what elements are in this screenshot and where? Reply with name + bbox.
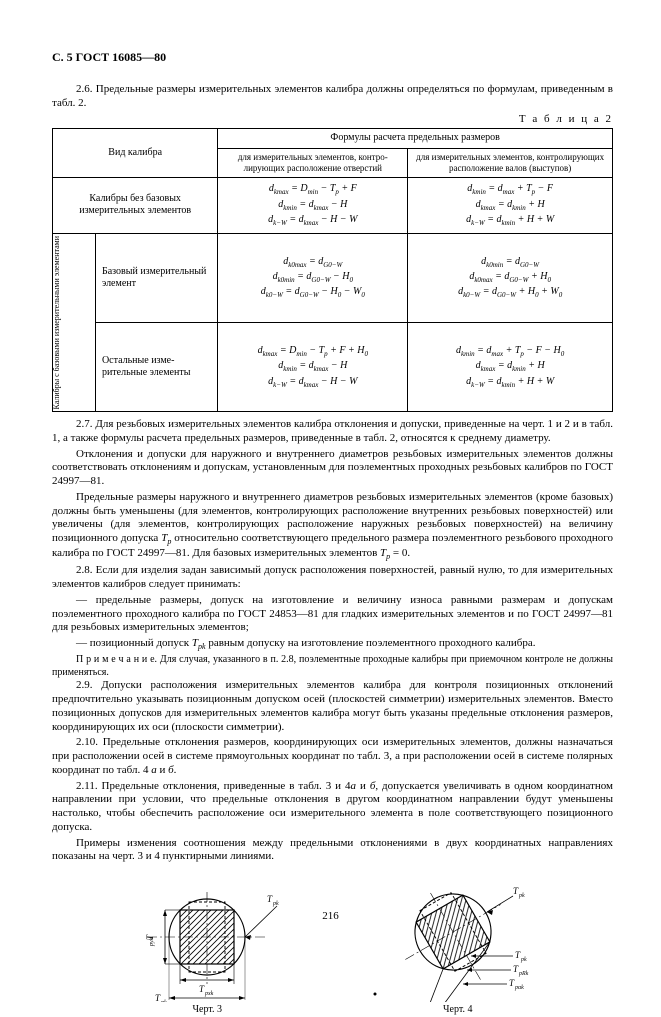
para-2-8b: — позиционный допуск Tpk равным допуску …	[52, 637, 613, 652]
para-2-6: 2.6. Предельные размеры измерительных эл…	[52, 83, 613, 111]
row3-holes: dkmax = Dmin − Tp + F + H0 dkmin = dkmax…	[218, 322, 408, 411]
page-header: С. 5 ГОСТ 16085—80	[52, 50, 613, 65]
page: С. 5 ГОСТ 16085—80 2.6. Предельные разме…	[0, 0, 661, 936]
th-gauge-type: Вид калибра	[53, 129, 218, 178]
row2-shafts: dk0min = dG0−W dk0max = dG0−W + H0 dk0−W…	[408, 233, 613, 322]
note-2-8: П р и м е ч а н и е. Для случая, указанн…	[52, 654, 613, 679]
figure-3-caption: Черт. 3	[82, 1004, 333, 1017]
row3-shafts: dkmin = dmax + Tp − F − H0 dkmax = dkmin…	[408, 322, 613, 411]
figure-3: Tpk T pyk Tpxk	[82, 872, 333, 1017]
svg-text:pRk: pRk	[518, 971, 529, 977]
row3-label: Остальные изме­рительные эле­менты	[95, 322, 217, 411]
svg-text:pk: pk	[160, 1000, 167, 1002]
page-number: 216	[0, 910, 661, 924]
svg-text:pk: pk	[518, 893, 525, 899]
para-2-7b: Предельные размеры наружного и внутренне…	[52, 491, 613, 563]
row1-label: Калибры без базовых измерительных элемен…	[53, 178, 218, 233]
para-2-8a: — предельные размеры, допуск на изготовл…	[52, 594, 613, 635]
svg-text:pk: pk	[520, 957, 527, 963]
figures-row: Tpk T pyk Tpxk	[52, 872, 613, 1017]
para-2-7: 2.7. Для резьбовых измерительных элемент…	[52, 418, 613, 446]
th-for-holes: для измерительных элементов, контро­лиру…	[218, 148, 408, 178]
vert-group-label: Калибры с базо­выми измеритель­ными элем…	[53, 233, 96, 411]
row2-holes: dk0max = dG0−W dk0min = dG0−W − H0 dk0−W…	[218, 233, 408, 322]
row2-label: Базовый измери­тельный элемент	[95, 233, 217, 322]
svg-text:pxk: pxk	[204, 991, 214, 997]
para-2-11a: Примеры изменения соотношения между пред…	[52, 837, 613, 865]
svg-text:pk: pk	[272, 901, 279, 907]
table-2: Вид калибра Формулы расчета предельных р…	[52, 128, 613, 412]
table-2-label: Т а б л и ц а 2	[52, 113, 613, 127]
row1-holes: dkmax = Dmin − Tp + F dkmin = dkmax − H …	[218, 178, 408, 233]
th-formulas: Формулы расчета предельных размеров	[218, 129, 613, 149]
para-2-9: 2.9. Допуски расположения измерительных …	[52, 679, 613, 734]
th-for-shafts: для измерительных элементов, контроли­ру…	[408, 148, 613, 178]
figure-4-caption: Черт. 4	[333, 1004, 584, 1017]
para-2-10: 2.10. Предельные отклонения размеров, ко…	[52, 736, 613, 777]
para-2-8: 2.8. Если для изделия задан зависимый до…	[52, 564, 613, 592]
row1-shafts: dkmin = dmax + Tp − F dkmax = dkmin + H …	[408, 178, 613, 233]
figure-4: Tpk Tpk TpRk Tpαk Черт. 4	[333, 872, 584, 1017]
para-2-7a: Отклонения и допуски для наружного и вну…	[52, 448, 613, 489]
para-2-11: 2.11. Предельные отклонения, приведенные…	[52, 780, 613, 835]
svg-text:pαk: pαk	[514, 985, 524, 991]
svg-text:pyk: pyk	[149, 937, 155, 947]
